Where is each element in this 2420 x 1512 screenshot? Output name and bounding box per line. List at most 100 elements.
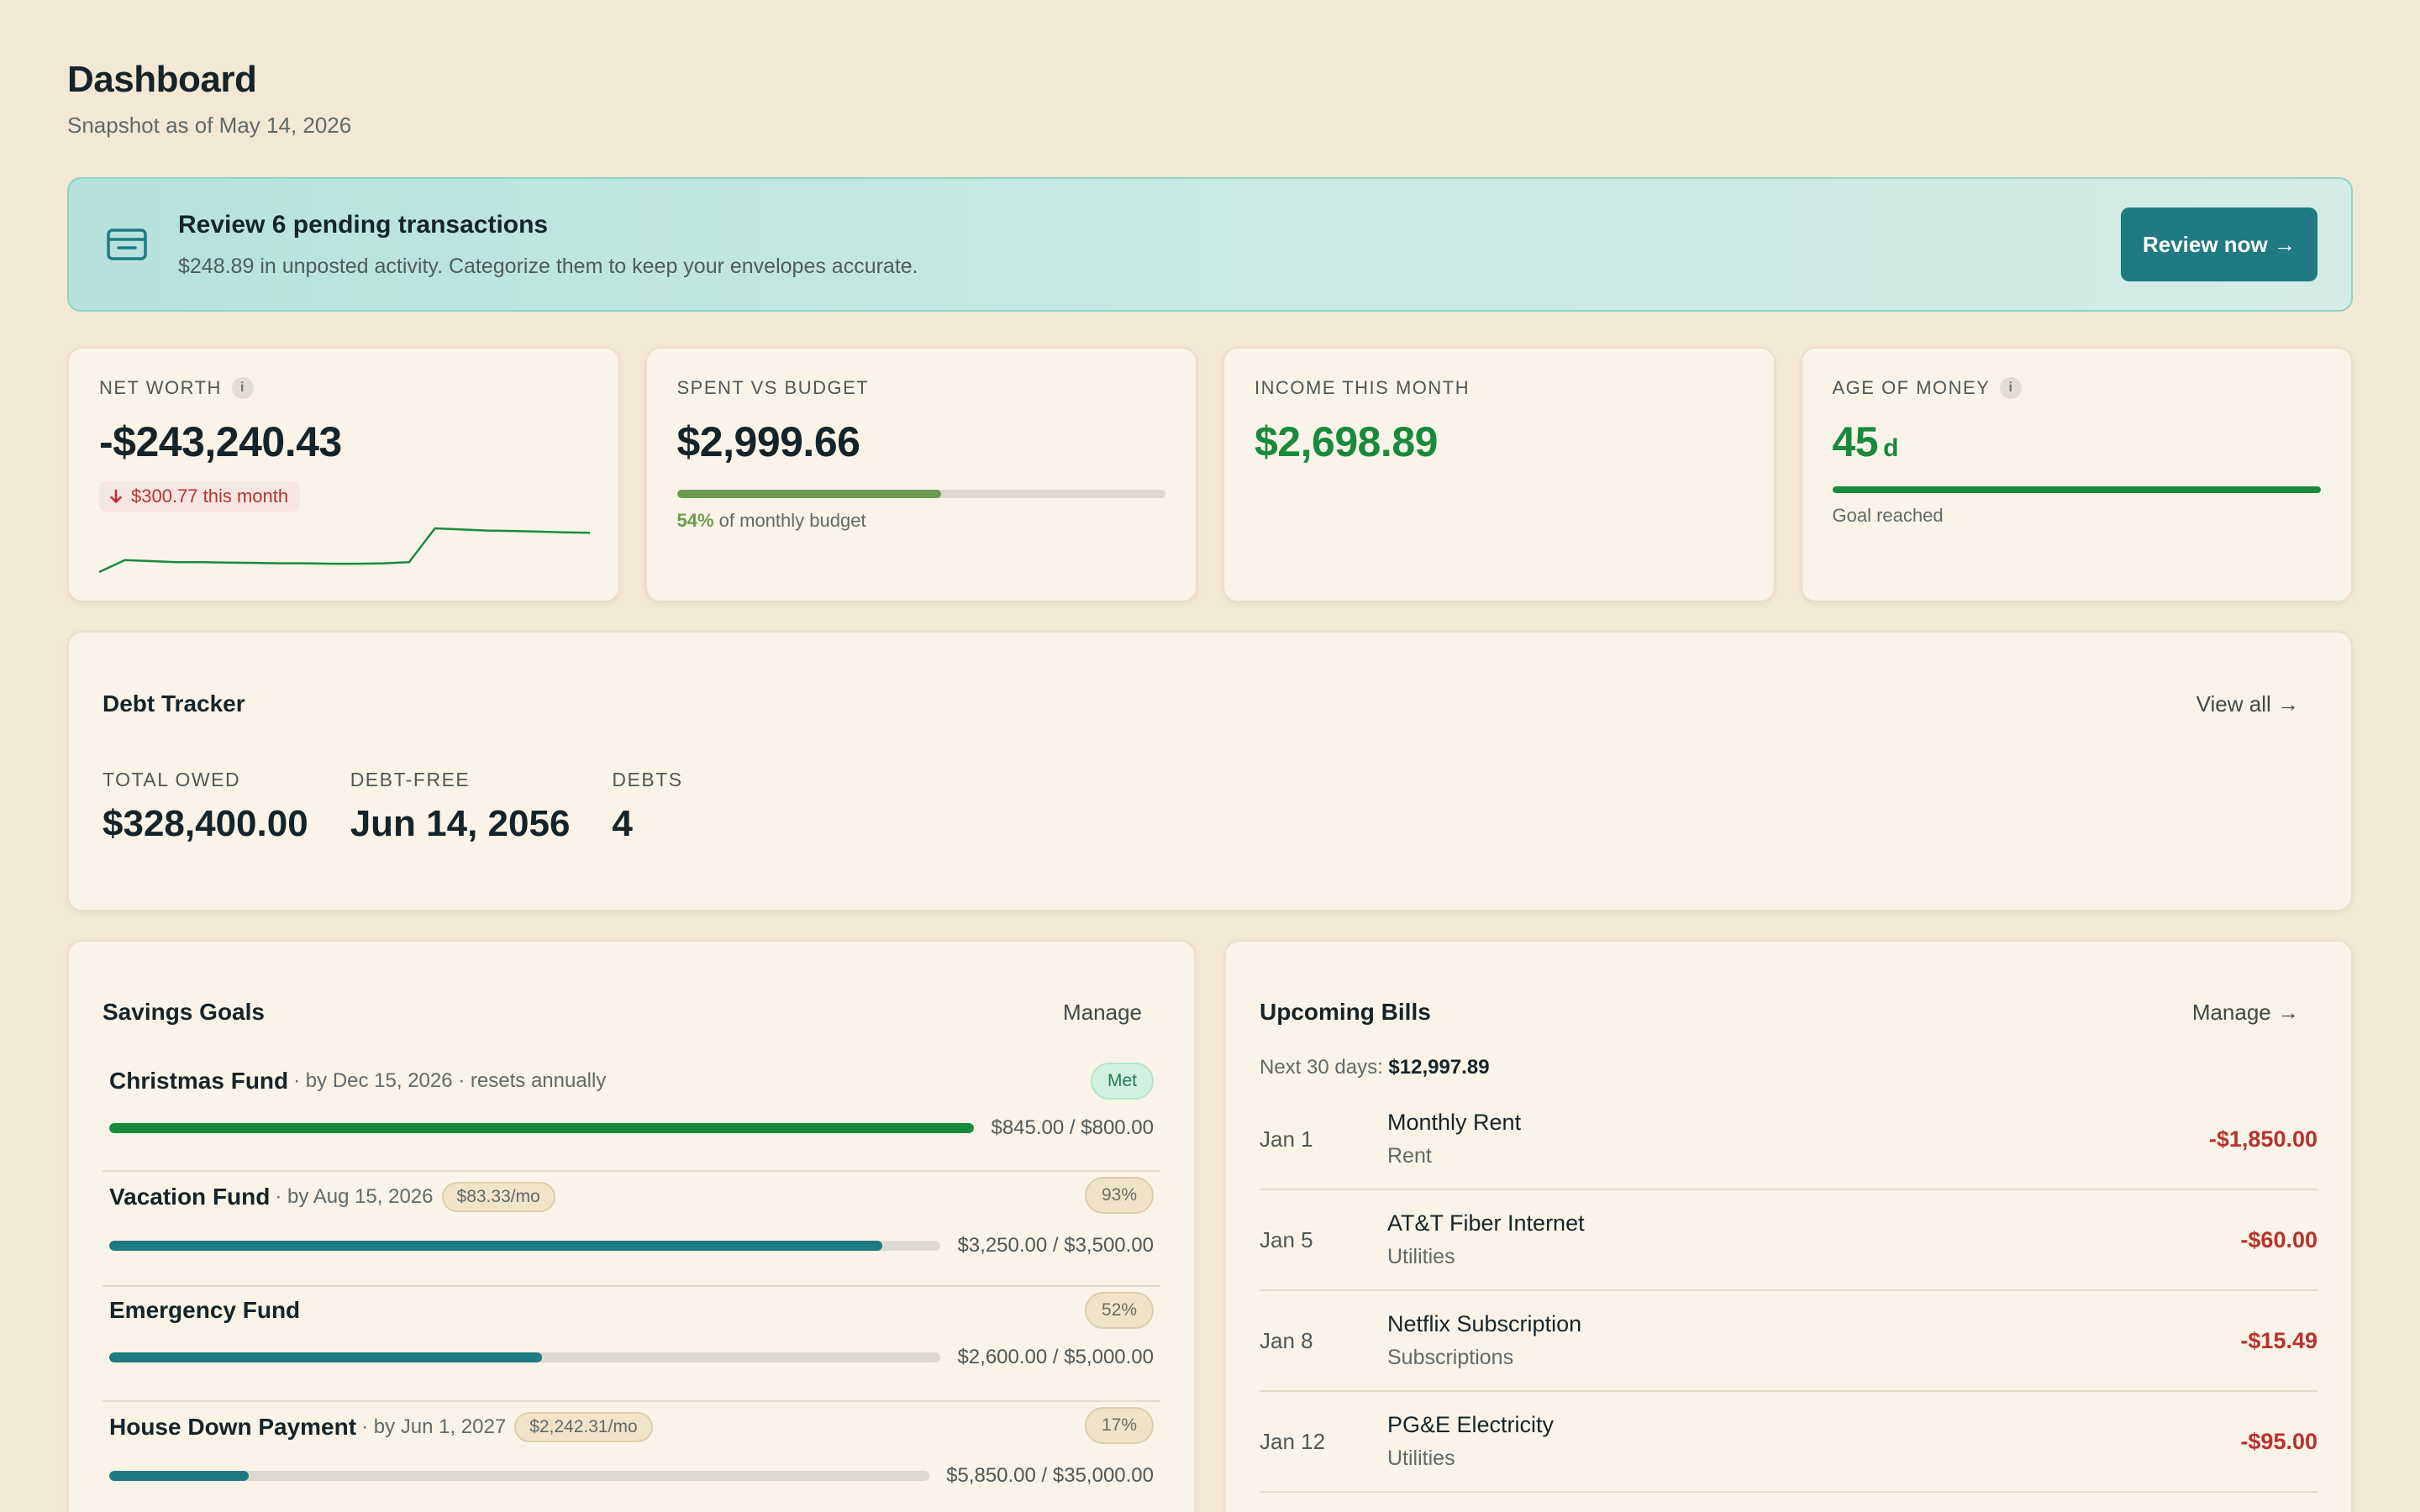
bill-row[interactable]: Jan 1 Monthly Rent Rent -$1,850.00 — [1260, 1089, 2317, 1190]
bills-summary-value: $12,997.89 — [1388, 1056, 1490, 1079]
goal-monthly-pill: $2,242.31/mo — [514, 1412, 653, 1442]
page-subtitle: Snapshot as of May 14, 2026 — [67, 113, 352, 138]
bill-row[interactable]: Jan 8 Netflix Subscription Subscriptions -$… — [1260, 1291, 2317, 1392]
bill-date: Jan 12 — [1260, 1428, 1326, 1454]
debt-free-date: DEBT-FREE Jun 14, 2056 — [350, 769, 571, 845]
savings-goal-row[interactable]: House Down Payment · by Jun 1, 2027 $2,242… — [103, 1402, 1160, 1512]
bill-info: PG&E Electricity Utilities — [1387, 1412, 2240, 1471]
goal-progress-fill — [109, 1123, 975, 1133]
debts-label: DEBTS — [612, 769, 683, 790]
bill-date: Jan 5 — [1260, 1226, 1313, 1252]
goal-header: Vacation Fund · by Aug 15, 2026 $83.33/mo — [109, 1172, 1154, 1212]
debt-free-label: DEBT-FREE — [350, 769, 471, 790]
savings-goal-row[interactable]: Emergency Fund 52% $2,600.00 / $5,000.00 — [103, 1287, 1160, 1402]
goal-progress-row: $2,600.00 / $5,000.00 — [109, 1346, 1154, 1369]
net-worth-card[interactable]: NET WORTH i -$243,240.43 $300.77 this mo… — [67, 347, 620, 602]
savings-goals-list: Christmas Fund · by Dec 15, 2026 · resets… — [103, 1058, 1160, 1512]
bill-amount: -$15.49 — [2240, 1327, 2317, 1353]
bill-amount: -$60.00 — [2240, 1226, 2317, 1252]
goal-status-badge: Met — [1090, 1063, 1154, 1100]
goal-meta: · by Dec 15, 2026 · resets annually — [293, 1069, 607, 1092]
bills-summary-label: Next 30 days: — [1260, 1056, 1383, 1079]
savings-goal-row[interactable]: Vacation Fund · by Aug 15, 2026 $83.33/mo 9… — [103, 1172, 1160, 1287]
bills-list: Jan 1 Monthly Rent Rent -$1,850.00 Jan 5 AT&T… — [1260, 1089, 2317, 1493]
goal-progress-fill — [109, 1471, 249, 1481]
goal-name: Vacation Fund — [109, 1184, 271, 1210]
budget-progress-fill — [676, 490, 941, 498]
savings-goals-panel: Savings Goals Manage Christmas Fund · by … — [67, 940, 1196, 1512]
goal-header: House Down Payment · by Jun 1, 2027 $2,242… — [109, 1402, 1154, 1442]
age-of-money-track — [1832, 486, 2321, 493]
goal-progress-row: $3,250.00 / $3,500.00 — [109, 1234, 1154, 1257]
info-icon[interactable]: i — [231, 377, 254, 399]
goal-progress-fill — [109, 1241, 883, 1251]
goal-header: Emergency Fund — [109, 1287, 1154, 1324]
goal-status-badge: 17% — [1084, 1407, 1154, 1444]
goal-amount: $845.00 / $800.00 — [991, 1116, 1154, 1139]
bill-amount: -$1,850.00 — [2208, 1126, 2317, 1152]
manage-bills-link[interactable]: Manage → — [2191, 999, 2299, 1025]
spent-vs-budget-label: SPENT VS BUDGET — [676, 377, 870, 398]
age-of-money-value: 45 d — [1833, 417, 2322, 466]
upcoming-bills-header: Upcoming Bills Manage → — [1260, 942, 2317, 1083]
debt-count: DEBTS 4 — [612, 769, 682, 845]
age-of-money-label: AGE OF MONEY i — [1833, 377, 2322, 399]
goal-status-badge: 52% — [1084, 1292, 1154, 1329]
bill-name: AT&T Fiber Internet — [1387, 1210, 1585, 1236]
spent-vs-budget-card[interactable]: SPENT VS BUDGET $2,999.66 54% of monthly… — [644, 347, 1197, 602]
bottom-panels: Savings Goals Manage Christmas Fund · by … — [67, 940, 2353, 1512]
goal-status-badge: 93% — [1084, 1177, 1154, 1214]
stat-cards: NET WORTH i -$243,240.43 $300.77 this mo… — [67, 347, 2353, 602]
bill-info: Netflix Subscription Subscriptions — [1387, 1311, 2240, 1370]
budget-note: 54% of monthly budget — [677, 510, 1166, 532]
bill-date: Jan 8 — [1260, 1327, 1313, 1353]
income-card[interactable]: INCOME THIS MONTH $2,698.89 — [1223, 347, 1776, 602]
bill-name: PG&E Electricity — [1387, 1412, 1555, 1437]
total-owed-value: $328,400.00 — [103, 803, 308, 844]
goal-meta: · by Jun 1, 2027 — [361, 1415, 507, 1438]
goal-progress-row: $5,850.00 / $35,000.00 — [109, 1464, 1154, 1488]
goal-progress-track — [109, 1241, 941, 1251]
review-now-button[interactable]: Review now → — [2120, 207, 2317, 281]
debt-tracker-header: Debt Tracker View all → — [103, 633, 2317, 775]
age-of-money-card[interactable]: AGE OF MONEY i 45 d Goal reached — [1800, 347, 2353, 602]
goal-name: Christmas Fund — [109, 1068, 289, 1094]
net-worth-value: -$243,240.43 — [99, 418, 342, 465]
goal-amount: $3,250.00 / $3,500.00 — [957, 1234, 1154, 1257]
info-icon[interactable]: i — [2000, 377, 2023, 399]
bill-row[interactable]: Jan 12 PG&E Electricity Utilities -$95.00 — [1260, 1392, 2317, 1493]
savings-goal-row[interactable]: Christmas Fund · by Dec 15, 2026 · resets… — [103, 1058, 1160, 1172]
goal-progress-track — [109, 1352, 941, 1362]
credit-card-icon — [106, 228, 148, 261]
total-owed-label: TOTAL OWED — [103, 769, 241, 790]
savings-goals-header: Savings Goals Manage — [103, 942, 1160, 1083]
arrow-down-icon — [110, 489, 122, 503]
bill-row[interactable]: Jan 5 AT&T Fiber Internet Utilities -$60.00 — [1260, 1190, 2317, 1291]
bill-info: AT&T Fiber Internet Utilities — [1387, 1210, 2240, 1269]
upcoming-bills-title: Upcoming Bills — [1260, 999, 1431, 1025]
goal-amount: $5,850.00 / $35,000.00 — [946, 1464, 1154, 1487]
total-owed: TOTAL OWED $328,400.00 — [103, 769, 308, 845]
goal-progress-fill — [109, 1352, 542, 1362]
net-worth-label: NET WORTH i — [99, 377, 588, 399]
income-label: INCOME THIS MONTH — [1255, 377, 1470, 398]
goal-name: Emergency Fund — [109, 1297, 301, 1323]
age-of-money-label-text: AGE OF MONEY — [1832, 377, 1991, 398]
bill-name: Netflix Subscription — [1387, 1311, 1582, 1336]
bill-category: Subscriptions — [1387, 1346, 1514, 1369]
bill-category: Utilities — [1387, 1446, 1455, 1470]
age-of-money-number: 45 — [1832, 418, 1879, 465]
budget-note-text: of monthly budget — [718, 510, 866, 531]
bill-name: Monthly Rent — [1387, 1110, 1522, 1135]
view-all-link[interactable]: View all → — [2196, 690, 2299, 717]
age-of-money-fill — [1832, 486, 2321, 493]
bills-summary: Next 30 days: $12,997.89 — [1260, 1056, 2317, 1079]
manage-goals-link[interactable]: Manage — [1063, 999, 1142, 1025]
savings-goals-title: Savings Goals — [103, 999, 265, 1025]
bill-date: Jan 1 — [1260, 1126, 1313, 1152]
debt-tracker-title: Debt Tracker — [103, 690, 245, 717]
bill-amount: -$95.00 — [2240, 1428, 2317, 1454]
debt-tracker-card: Debt Tracker View all → TOTAL OWED $328,… — [67, 631, 2353, 911]
goal-progress-track — [109, 1471, 930, 1481]
